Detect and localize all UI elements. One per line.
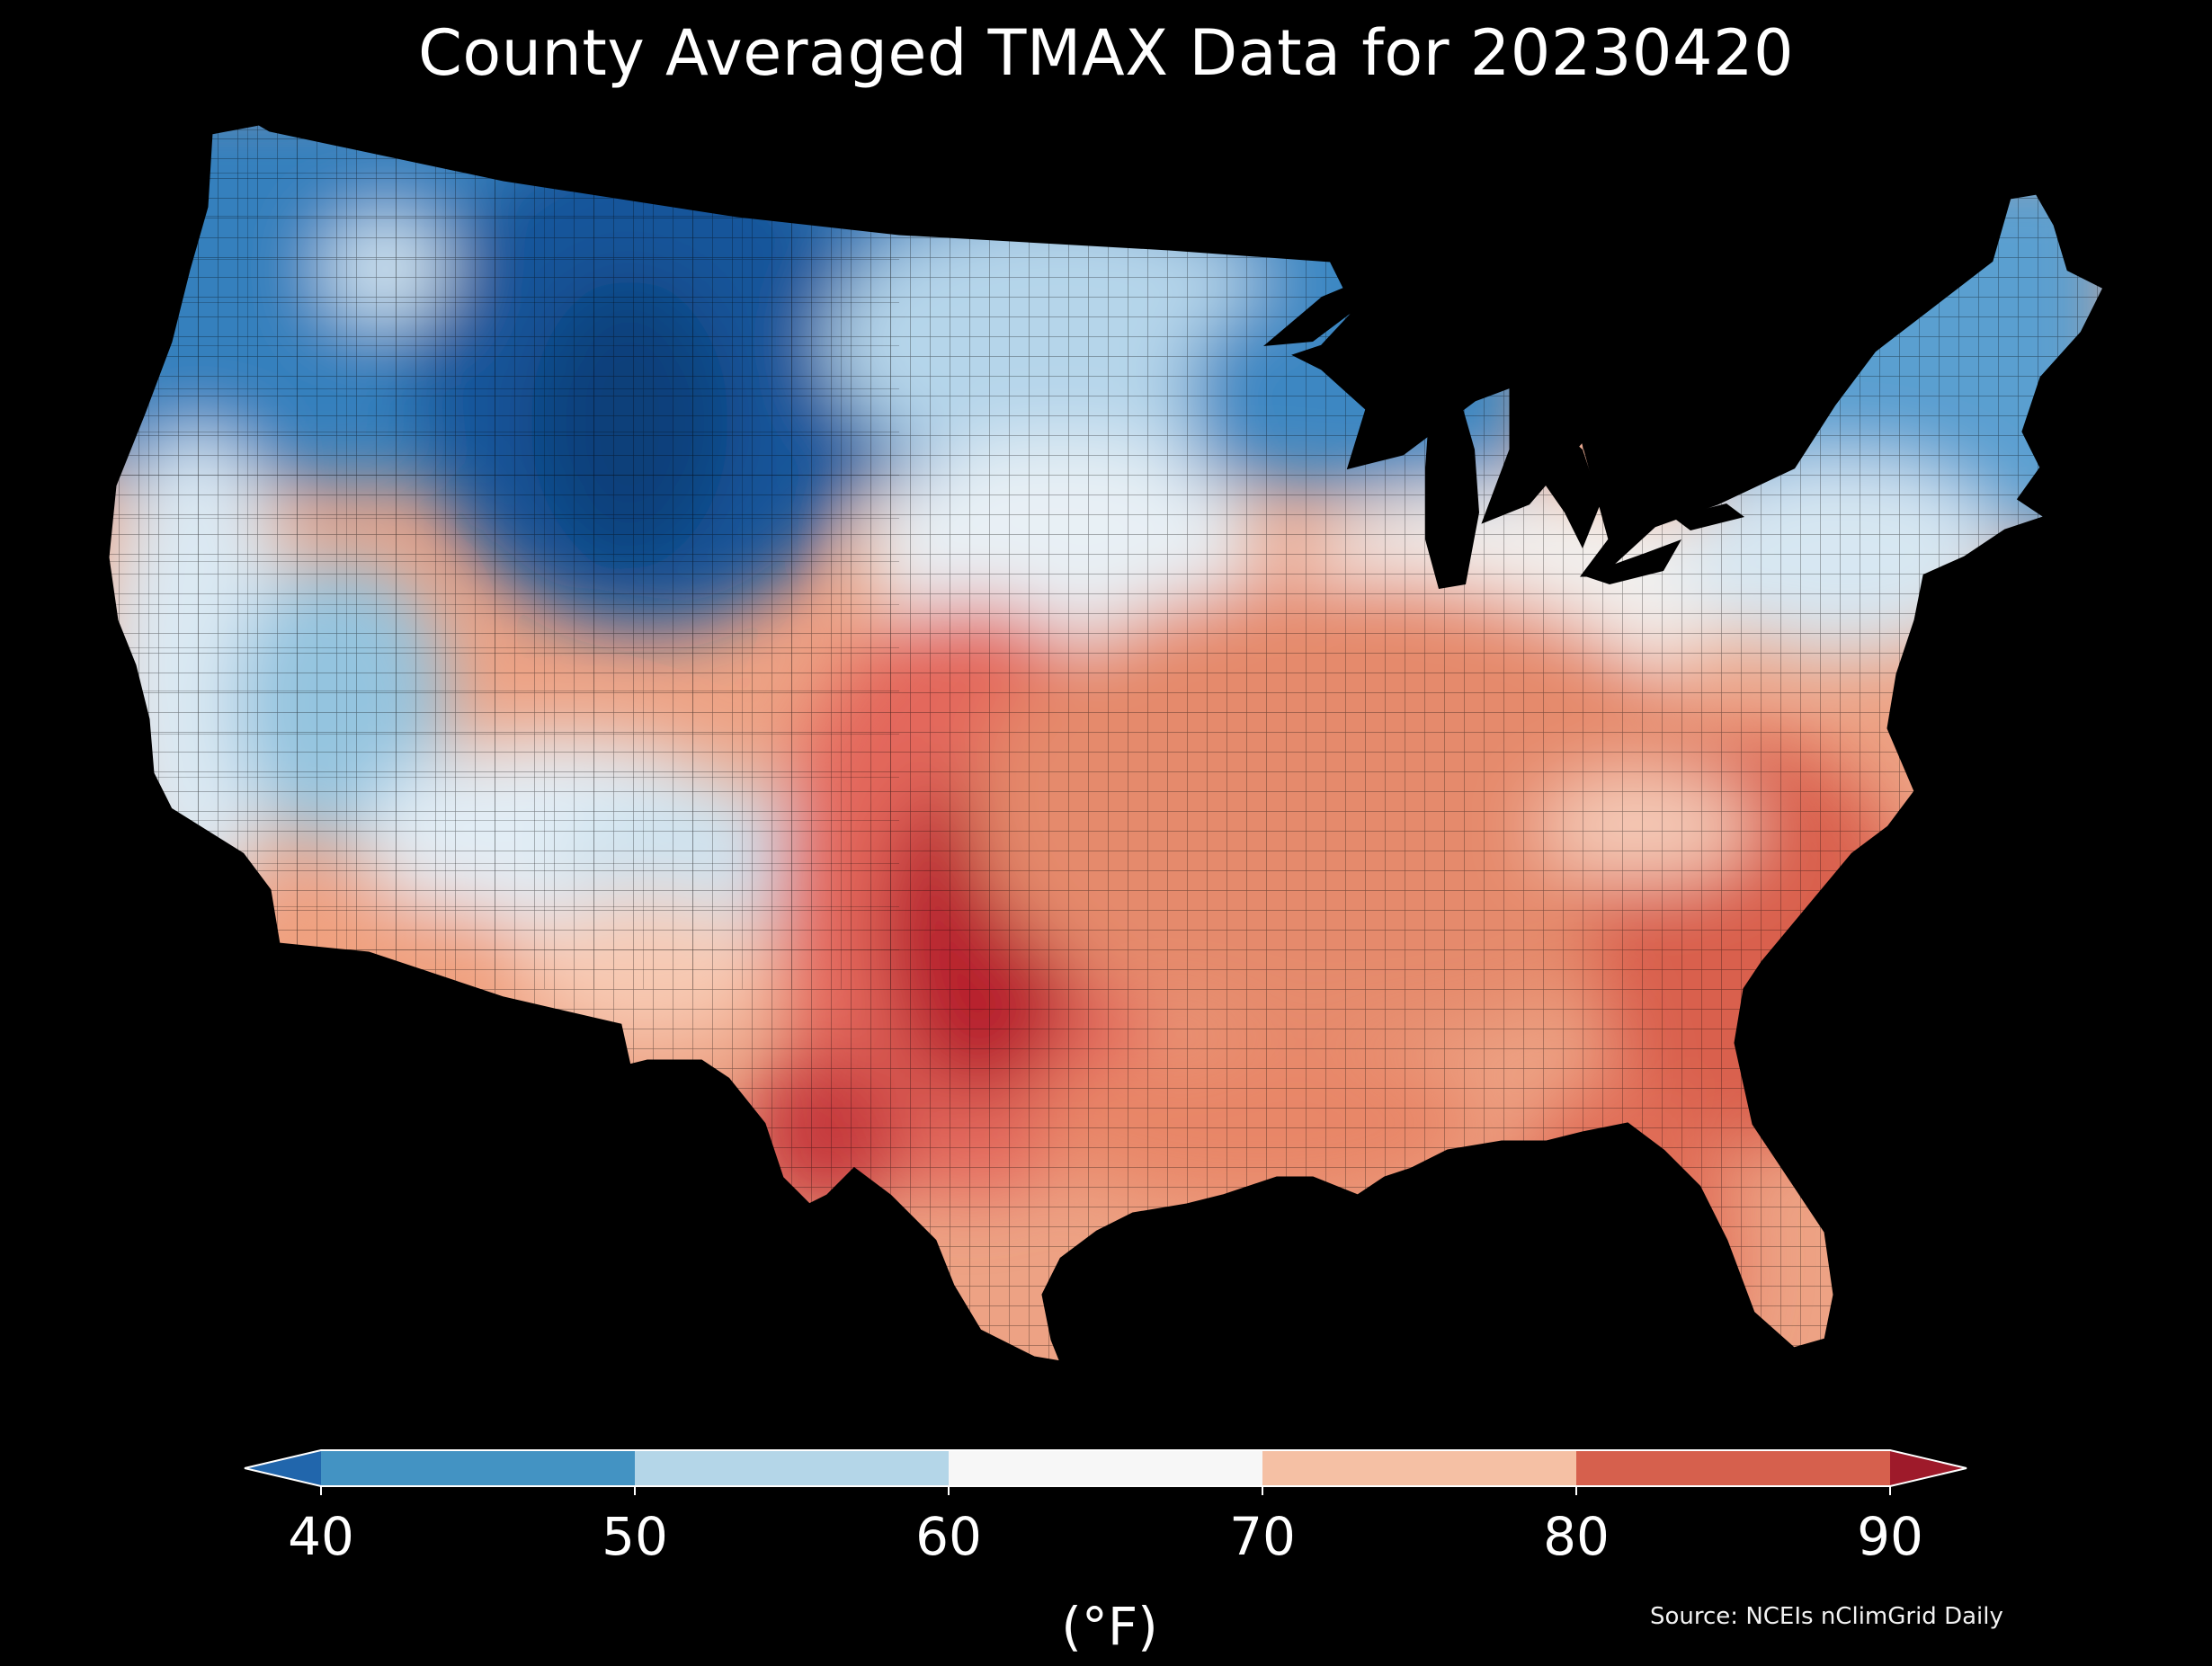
colorbar-bin [1262, 1450, 1577, 1486]
colorbar [244, 1449, 1967, 1495]
colorbar-bin [1576, 1450, 1891, 1486]
colorbar-bin [635, 1450, 950, 1486]
us-outline [106, 122, 2107, 1364]
map-title: County Averaged TMAX Data for 20230420 [417, 16, 1795, 90]
colorbar-extend-low [245, 1450, 321, 1486]
colorbar-tick-label: 60 [915, 1506, 982, 1567]
source-credit: Source: NCEIs nClimGrid Daily [1650, 1603, 2003, 1630]
colorbar-tick-label: 70 [1229, 1506, 1296, 1567]
colorbar-bin [949, 1450, 1263, 1486]
colorbar-unit-label: (°F) [1061, 1596, 1158, 1657]
colorbar-extend-high [1890, 1450, 1967, 1486]
colorbar-tick-label: 90 [1857, 1506, 1923, 1567]
colorbar-bin [321, 1450, 636, 1486]
colorbar-tick-label: 80 [1543, 1506, 1610, 1567]
colorbar-tick-label: 40 [288, 1506, 354, 1567]
colorbar-tick-label: 50 [602, 1506, 668, 1567]
